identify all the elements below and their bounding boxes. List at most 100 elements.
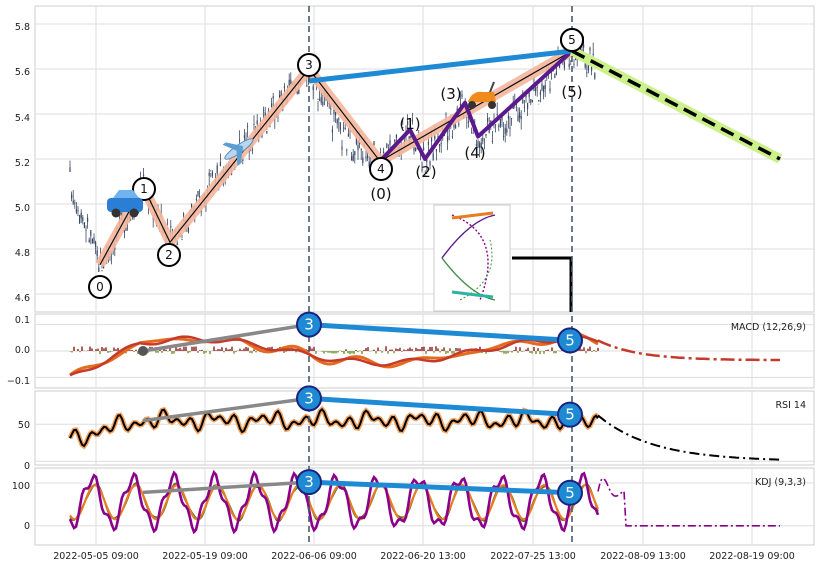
y-tick: 100	[12, 481, 30, 492]
wave-label-2-circle	[157, 243, 181, 267]
macd-histogram-bar	[285, 351, 287, 352]
macd-marker-5-circle	[557, 327, 583, 354]
candle-body	[570, 60, 572, 62]
macd-histogram-bar	[197, 351, 199, 353]
macd-histogram-bar	[133, 351, 135, 352]
candle-body	[445, 113, 447, 115]
candle-body	[368, 161, 370, 167]
macd-histogram-bar	[89, 346, 91, 351]
macd-histogram-bar	[581, 349, 583, 351]
candle-body	[344, 128, 346, 130]
sub-wave-label-2: (2)	[415, 163, 436, 181]
wave-label-1-circle	[132, 177, 156, 201]
candle-body	[312, 86, 314, 91]
scooter-handle	[489, 81, 495, 93]
macd-histogram-bar	[161, 351, 163, 353]
candle-body	[423, 147, 425, 151]
candle-body	[424, 175, 426, 177]
airplane-icon	[222, 138, 254, 166]
macd-histogram-bar	[453, 351, 455, 354]
macd-histogram-bar	[181, 349, 183, 351]
candle-body	[483, 148, 485, 150]
macd-histogram-bar	[377, 347, 379, 351]
macd-histogram-bar	[375, 351, 377, 354]
macd-histogram-bar	[221, 347, 223, 351]
macd-histogram-bar	[583, 347, 585, 351]
macd-histogram-bar	[545, 350, 547, 351]
rsi-marker-3: 3	[304, 389, 314, 407]
macd-histogram-bar	[87, 350, 89, 351]
candle-body	[461, 94, 463, 97]
macd-histogram-bar	[77, 348, 79, 351]
candle-body	[501, 115, 503, 121]
macd-histogram-bar	[283, 351, 285, 354]
macd-histogram-bar	[597, 347, 599, 351]
plane-wing	[236, 146, 244, 166]
candle-body	[98, 267, 100, 272]
macd-histogram-bar	[357, 351, 359, 353]
y-tick: 5.4	[15, 113, 30, 124]
candle-body	[407, 121, 409, 126]
macd-histogram-bar	[579, 347, 581, 351]
candle-body	[306, 85, 308, 87]
inset-arrow	[512, 256, 573, 312]
forecast-line	[571, 49, 781, 161]
macd-divergence-point	[138, 346, 148, 356]
macd-divergence-blue	[308, 322, 573, 343]
macd-histogram-bar	[585, 351, 587, 354]
macd-histogram-bar	[327, 351, 329, 353]
sub-wave-label-1: (1)	[399, 115, 420, 133]
macd-histogram-bar	[71, 351, 73, 353]
macd-histogram-bar	[591, 351, 593, 352]
candle-body	[263, 109, 265, 111]
candle-body	[522, 99, 524, 104]
rsi-label: RSI 14	[775, 400, 806, 411]
macd-histogram-bar	[457, 348, 459, 351]
candle-body	[415, 147, 417, 152]
y-tick: 0	[24, 461, 30, 472]
candle-body	[251, 149, 253, 151]
kdj-k-line	[68, 469, 600, 535]
scooter-icon	[468, 81, 496, 109]
macd-histogram-bar	[227, 349, 229, 351]
macd-histogram-bar	[325, 351, 327, 352]
candle-body	[543, 85, 545, 93]
macd-histogram-bar	[103, 348, 105, 351]
candle-body	[498, 125, 500, 128]
x-tick: 2022-07-25 13:00	[490, 551, 576, 562]
wave-label-2: 2	[165, 248, 173, 262]
candle-body	[495, 124, 497, 126]
macd-histogram-bar	[479, 346, 481, 351]
candle-body	[339, 122, 341, 131]
macd-histogram-bar	[543, 351, 545, 354]
candle-body	[411, 119, 413, 122]
candle-body	[208, 172, 210, 176]
macd-histogram-bar	[241, 350, 243, 351]
candle-body	[83, 222, 85, 229]
x-tick: 2022-05-05 09:00	[53, 551, 139, 562]
candle-body	[429, 160, 431, 166]
sub-wave-line	[378, 49, 574, 163]
candle-body	[479, 143, 481, 149]
rsi-marker-5: 5	[565, 406, 575, 424]
candle-body	[471, 132, 473, 134]
macd-histogram-bar	[105, 347, 107, 351]
macd-histogram-bar	[425, 351, 427, 354]
candle-body	[421, 169, 423, 171]
kdj-label: KDJ (9,3,3)	[755, 477, 806, 488]
kdj-panel: 100 0 KDJ (9,3,3)	[12, 467, 815, 546]
wave-label-6: 5	[568, 33, 576, 47]
macd-histogram-bar	[421, 346, 423, 351]
candle-body	[503, 135, 505, 138]
y-tick: 4.8	[15, 248, 30, 259]
macd-histogram-bar	[229, 349, 231, 351]
candle-body	[506, 128, 508, 133]
candle-body	[93, 237, 95, 244]
candle-body	[69, 167, 71, 172]
macd-histogram-bar	[217, 349, 219, 351]
candle-body	[431, 135, 433, 142]
y-tick: 5.6	[15, 67, 30, 78]
macd-panel: 0.1 0.0 −0.1 MACD (12,26,9)	[7, 313, 815, 389]
macd-histogram-bar	[485, 351, 487, 354]
macd-histogram-bar	[437, 348, 439, 351]
